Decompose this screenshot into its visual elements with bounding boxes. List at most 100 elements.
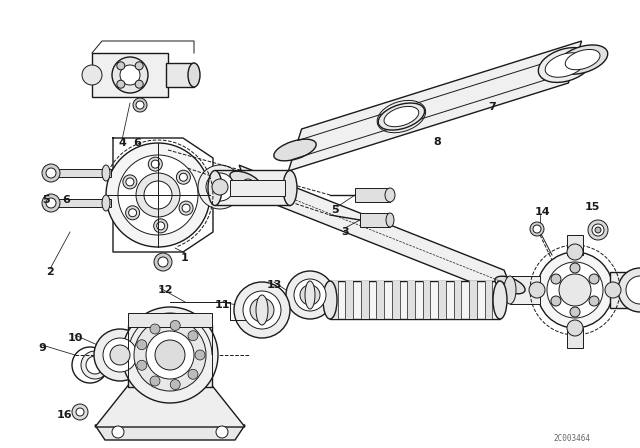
Bar <box>392 281 399 319</box>
Circle shape <box>195 350 205 360</box>
Bar <box>454 281 461 319</box>
Bar <box>510 276 540 304</box>
Circle shape <box>533 225 541 233</box>
Circle shape <box>238 175 258 195</box>
Polygon shape <box>95 383 245 427</box>
Circle shape <box>136 173 180 217</box>
Circle shape <box>157 222 164 230</box>
Circle shape <box>537 252 613 328</box>
Circle shape <box>188 369 198 379</box>
Circle shape <box>86 356 104 374</box>
Bar <box>361 281 369 319</box>
Bar <box>360 213 390 227</box>
Circle shape <box>133 98 147 112</box>
Text: 8: 8 <box>433 137 441 147</box>
Polygon shape <box>239 165 516 300</box>
Circle shape <box>150 324 160 334</box>
Circle shape <box>134 319 206 391</box>
Circle shape <box>170 379 180 390</box>
Circle shape <box>125 206 140 220</box>
Circle shape <box>216 426 228 438</box>
Circle shape <box>154 253 172 271</box>
Bar <box>567 235 583 255</box>
Bar <box>56 199 111 207</box>
Bar <box>230 180 285 196</box>
Ellipse shape <box>188 63 200 87</box>
Circle shape <box>198 165 242 209</box>
Bar <box>438 281 446 319</box>
Ellipse shape <box>545 53 586 77</box>
Circle shape <box>234 282 290 338</box>
Ellipse shape <box>557 45 608 74</box>
Bar <box>346 281 353 319</box>
Circle shape <box>589 274 599 284</box>
Bar <box>484 281 492 319</box>
Bar <box>469 281 477 319</box>
Circle shape <box>42 194 60 212</box>
Circle shape <box>155 340 185 370</box>
Circle shape <box>135 80 143 88</box>
Circle shape <box>112 426 124 438</box>
Ellipse shape <box>230 171 260 189</box>
Circle shape <box>286 271 334 319</box>
Bar <box>166 63 194 87</box>
Circle shape <box>123 175 137 189</box>
Circle shape <box>146 331 194 379</box>
Circle shape <box>46 198 56 208</box>
Circle shape <box>250 298 274 322</box>
Text: 6: 6 <box>133 138 141 148</box>
Circle shape <box>182 204 190 212</box>
Circle shape <box>242 179 254 191</box>
Circle shape <box>137 340 147 350</box>
Circle shape <box>570 307 580 317</box>
Text: 2C003464: 2C003464 <box>554 434 591 443</box>
Ellipse shape <box>208 171 222 206</box>
Circle shape <box>626 276 640 304</box>
Text: 5: 5 <box>42 195 50 205</box>
Circle shape <box>529 282 545 298</box>
Circle shape <box>179 173 188 181</box>
Text: 15: 15 <box>584 202 600 212</box>
Text: 9: 9 <box>38 343 46 353</box>
Text: 5: 5 <box>331 205 339 215</box>
Circle shape <box>530 222 544 236</box>
Bar <box>330 281 500 319</box>
Ellipse shape <box>274 139 316 161</box>
Bar <box>330 281 338 319</box>
Ellipse shape <box>323 281 337 319</box>
Circle shape <box>122 307 218 403</box>
Text: 11: 11 <box>214 300 230 310</box>
Circle shape <box>588 220 608 240</box>
Bar <box>92 53 168 97</box>
Ellipse shape <box>385 188 395 202</box>
Ellipse shape <box>384 107 419 127</box>
Bar <box>407 281 415 319</box>
Circle shape <box>158 257 168 267</box>
Circle shape <box>570 263 580 273</box>
Circle shape <box>618 268 640 312</box>
Polygon shape <box>95 425 245 440</box>
Ellipse shape <box>102 165 110 181</box>
Text: 3: 3 <box>341 227 349 237</box>
Text: 2: 2 <box>46 267 54 277</box>
Text: 4: 4 <box>118 138 126 148</box>
Circle shape <box>81 351 109 379</box>
Circle shape <box>120 65 140 85</box>
Ellipse shape <box>102 195 110 211</box>
Circle shape <box>300 285 320 305</box>
Bar <box>567 328 583 348</box>
Circle shape <box>605 282 621 298</box>
Circle shape <box>567 244 583 260</box>
Circle shape <box>129 209 136 217</box>
Ellipse shape <box>554 51 596 73</box>
Circle shape <box>294 279 326 311</box>
Ellipse shape <box>305 281 315 309</box>
Circle shape <box>136 101 144 109</box>
Bar <box>355 188 390 202</box>
Circle shape <box>595 227 601 233</box>
Text: 16: 16 <box>56 410 72 420</box>
Circle shape <box>76 408 84 416</box>
Circle shape <box>82 65 102 85</box>
Circle shape <box>117 62 125 70</box>
Text: 13: 13 <box>266 280 282 290</box>
